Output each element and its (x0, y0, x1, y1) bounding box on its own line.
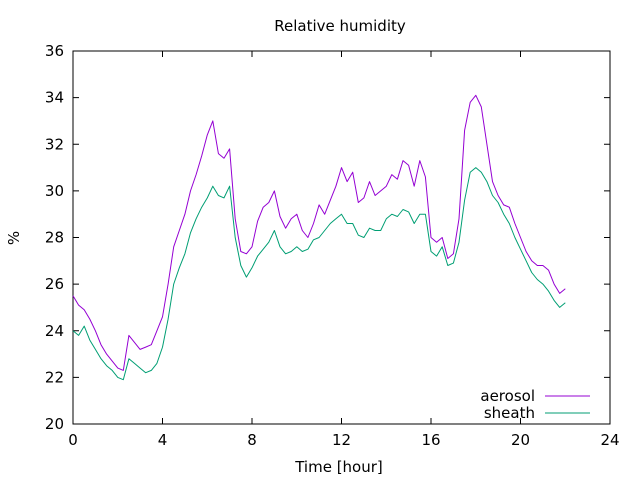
x-tick-label: 20 (511, 431, 530, 449)
series-layer (72, 94, 566, 381)
series-line-aerosol (72, 94, 566, 371)
x-axis-label: Time [hour] (294, 458, 383, 476)
x-tick-label: 24 (600, 431, 619, 449)
x-tick-label: 4 (158, 431, 168, 449)
y-tick-label: 24 (45, 322, 64, 340)
y-tick-label: 26 (45, 275, 64, 293)
x-tick-label: 8 (247, 431, 257, 449)
y-tick-label: 36 (45, 42, 64, 60)
legend-label-aerosol: aerosol (480, 387, 535, 405)
y-axis-label: % (5, 231, 23, 245)
chart-title: Relative humidity (274, 17, 406, 35)
x-tick-label: 16 (421, 431, 440, 449)
series-line-sheath (72, 167, 566, 381)
y-tick-label: 30 (45, 182, 64, 200)
legend-label-sheath: sheath (484, 404, 535, 422)
y-tick-label: 32 (45, 135, 64, 153)
y-tick-label: 34 (45, 89, 64, 107)
y-tick-label: 22 (45, 368, 64, 386)
y-tick-label: 28 (45, 229, 64, 247)
x-tick-label: 12 (332, 431, 351, 449)
y-tick-label: 20 (45, 415, 64, 433)
axes: 0 4 8 12 16 20 24 20 22 24 26 28 30 32 34 36 (45, 42, 620, 449)
x-tick-label: 0 (68, 431, 78, 449)
